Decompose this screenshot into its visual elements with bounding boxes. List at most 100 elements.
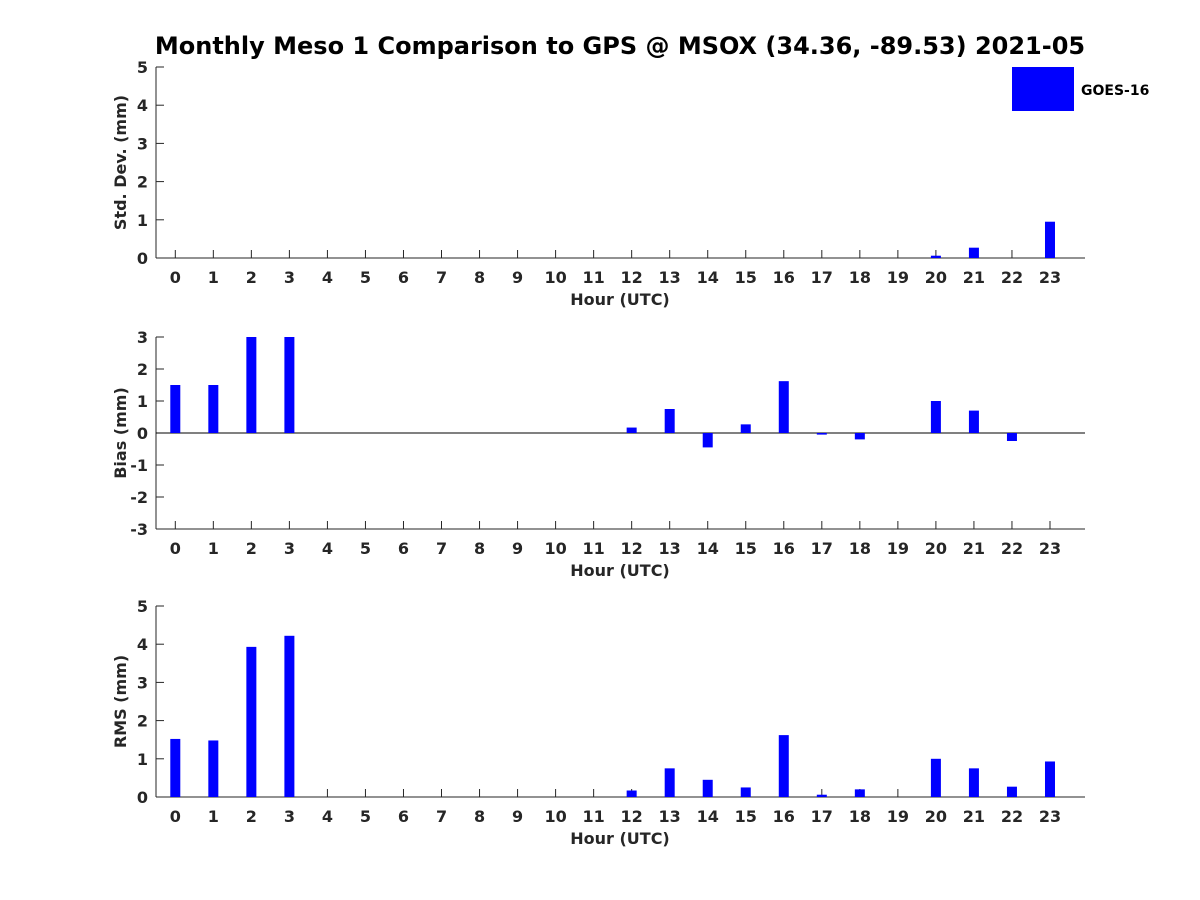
x-tick-label: 2: [246, 268, 257, 287]
x-tick-label: 20: [925, 268, 947, 287]
bar-bias-21: [968, 410, 979, 433]
x-tick-label: 10: [544, 807, 566, 826]
bar-rms-12: [626, 790, 637, 797]
bar-rms-16: [778, 735, 789, 797]
x-tick-label: 12: [621, 268, 643, 287]
y-tick-label: 2: [137, 173, 148, 192]
x-tick-label: 22: [1001, 268, 1023, 287]
bar-rms-1: [208, 740, 219, 797]
legend-swatch: [1012, 67, 1074, 111]
y-axis-label: RMS (mm): [111, 655, 130, 748]
x-tick-label: 13: [659, 539, 681, 558]
y-tick-label: 1: [137, 392, 148, 411]
x-tick-label: 13: [659, 807, 681, 826]
bar-rms-15: [740, 787, 751, 797]
x-tick-label: 16: [773, 807, 795, 826]
x-tick-label: 11: [582, 268, 604, 287]
x-tick-label: 20: [925, 807, 947, 826]
bar-bias-15: [740, 424, 751, 433]
x-tick-label: 16: [773, 268, 795, 287]
bar-bias-12: [626, 427, 637, 433]
x-tick-label: 0: [170, 807, 181, 826]
x-tick-label: 18: [849, 807, 871, 826]
x-tick-label: 0: [170, 539, 181, 558]
x-axis-label: Hour (UTC): [570, 290, 670, 309]
bar-bias-0: [170, 385, 181, 433]
x-tick-label: 17: [811, 539, 833, 558]
x-tick-label: 12: [621, 539, 643, 558]
x-axis-label: Hour (UTC): [570, 561, 670, 580]
x-tick-label: 19: [887, 268, 909, 287]
y-tick-label: 0: [137, 249, 148, 268]
bar-bias-17: [816, 433, 827, 435]
x-tick-label: 19: [887, 807, 909, 826]
bar-bias-22: [1006, 433, 1017, 441]
x-tick-label: 21: [963, 539, 985, 558]
y-tick-label: 0: [137, 424, 148, 443]
x-tick-label: 11: [582, 807, 604, 826]
x-tick-label: 12: [621, 807, 643, 826]
x-tick-label: 22: [1001, 807, 1023, 826]
x-tick-label: 11: [582, 539, 604, 558]
x-tick-label: 6: [398, 807, 409, 826]
x-tick-label: 14: [697, 268, 719, 287]
y-tick-label: 0: [137, 788, 148, 807]
bar-bias-18: [854, 433, 865, 440]
x-tick-label: 16: [773, 539, 795, 558]
x-tick-label: 10: [544, 268, 566, 287]
y-tick-label: -1: [130, 456, 148, 475]
y-tick-label: -2: [130, 488, 148, 507]
bar-rms-21: [968, 768, 979, 797]
bar-rms-0: [170, 738, 181, 797]
x-tick-label: 6: [398, 539, 409, 558]
bar-bias-2: [246, 337, 257, 433]
x-tick-label: 5: [360, 268, 371, 287]
x-tick-label: 0: [170, 268, 181, 287]
x-tick-label: 20: [925, 539, 947, 558]
y-tick-label: 5: [137, 597, 148, 616]
bar-rms-22: [1006, 786, 1017, 797]
y-axis-label: Std. Dev. (mm): [111, 95, 130, 230]
bar-rms-23: [1044, 761, 1055, 797]
x-tick-label: 23: [1039, 539, 1061, 558]
x-tick-label: 22: [1001, 539, 1023, 558]
x-tick-label: 4: [322, 539, 333, 558]
legend-label: GOES-16: [1081, 83, 1149, 99]
x-tick-label: 15: [735, 268, 757, 287]
x-tick-label: 7: [436, 268, 447, 287]
bar-rms-14: [702, 779, 713, 797]
bar-rms-17: [816, 794, 827, 797]
x-tick-label: 3: [284, 268, 295, 287]
bar-bias-14: [702, 433, 713, 448]
x-tick-label: 10: [544, 539, 566, 558]
x-tick-label: 8: [474, 807, 485, 826]
x-tick-label: 7: [436, 807, 447, 826]
y-tick-label: -3: [130, 520, 148, 539]
figure-title: Monthly Meso 1 Comparison to GPS @ MSOX …: [155, 32, 1085, 60]
bar-bias-13: [664, 409, 675, 433]
y-tick-label: 1: [137, 211, 148, 230]
y-tick-label: 4: [137, 96, 148, 115]
bar-bias-16: [778, 381, 789, 433]
bar-bias-1: [208, 385, 219, 433]
x-tick-label: 8: [474, 539, 485, 558]
x-tick-label: 6: [398, 268, 409, 287]
x-tick-label: 2: [246, 539, 257, 558]
y-tick-label: 1: [137, 750, 148, 769]
x-tick-label: 17: [811, 268, 833, 287]
x-tick-label: 4: [322, 268, 333, 287]
x-tick-label: 21: [963, 268, 985, 287]
x-tick-label: 15: [735, 807, 757, 826]
x-tick-label: 3: [284, 807, 295, 826]
y-tick-label: 4: [137, 635, 148, 654]
x-tick-label: 9: [512, 539, 523, 558]
y-tick-label: 3: [137, 328, 148, 347]
bar-bias-20: [930, 401, 941, 433]
y-tick-label: 3: [137, 673, 148, 692]
y-tick-label: 3: [137, 134, 148, 153]
x-axis-label: Hour (UTC): [570, 829, 670, 848]
